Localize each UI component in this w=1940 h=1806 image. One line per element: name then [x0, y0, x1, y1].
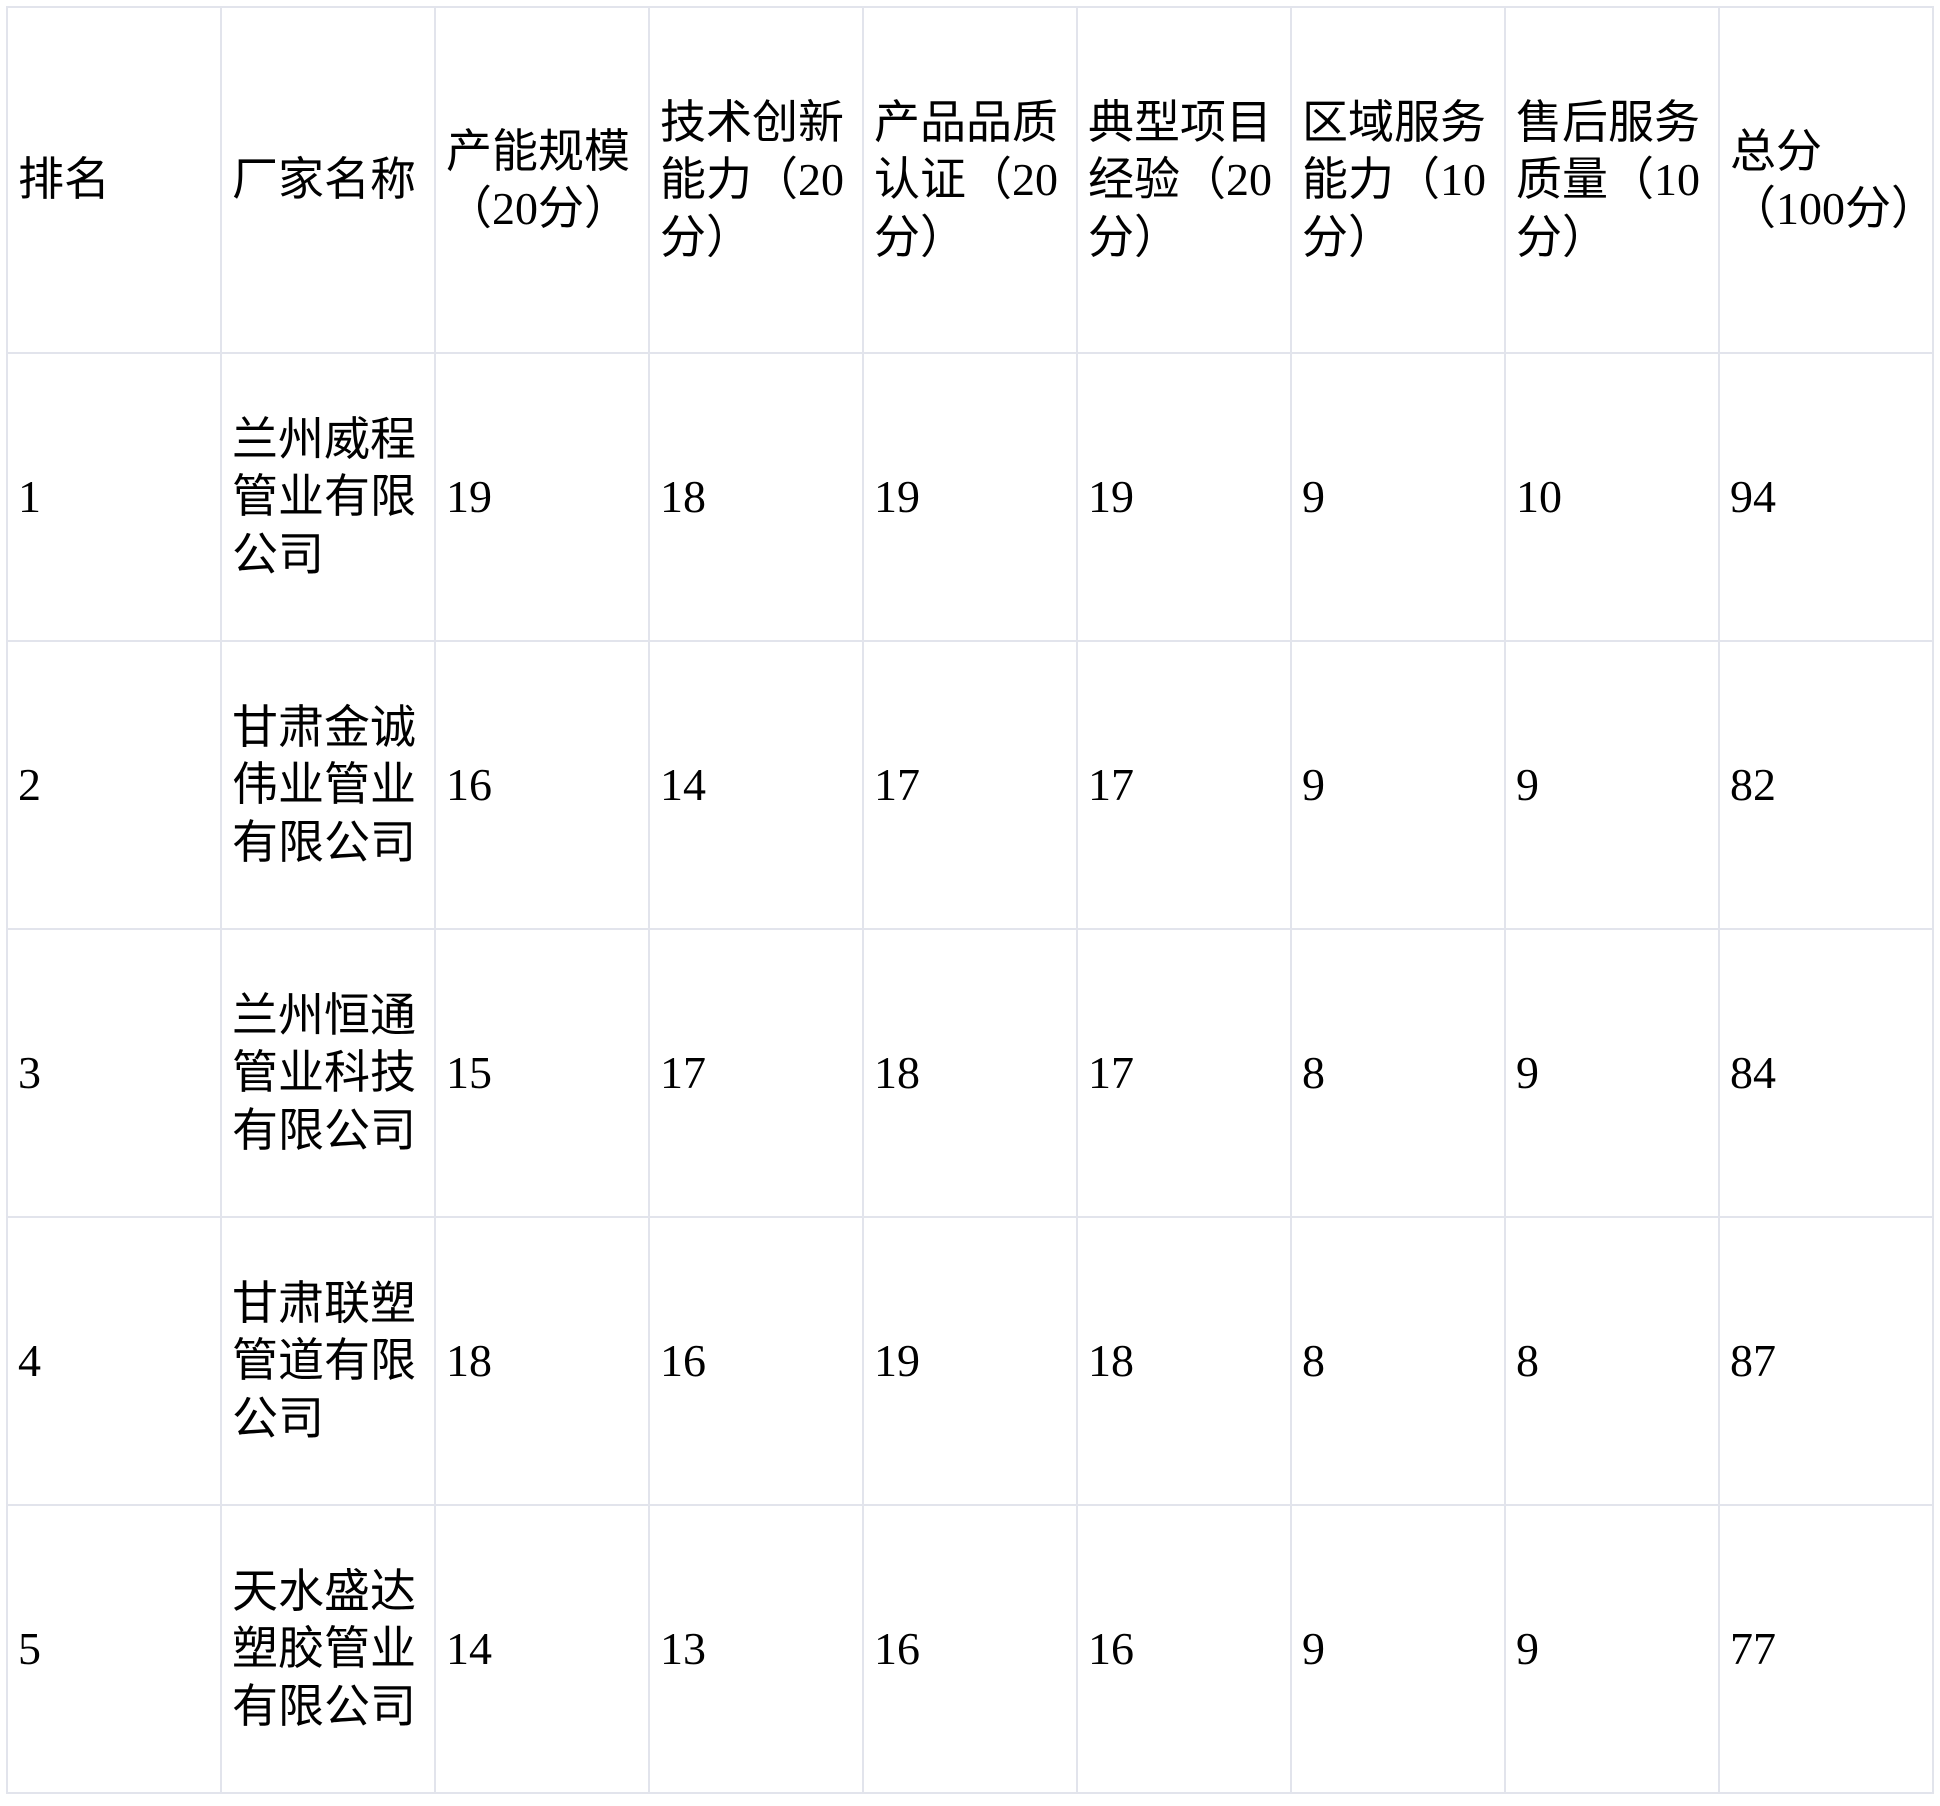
- rank-cell: 3: [6, 928, 222, 1218]
- quality-cert-score-cell: 16: [862, 1504, 1078, 1794]
- total-score-cell: 94: [1718, 352, 1934, 642]
- rank-cell: 2: [6, 640, 222, 930]
- regional-service-score-cell: 8: [1290, 1216, 1506, 1506]
- rank-cell: 5: [6, 1504, 222, 1794]
- project-exp-score-cell: 17: [1076, 640, 1292, 930]
- header-row: 排名 厂家名称 产能规模（20分） 技术创新能力（20分） 产品品质认证（20分…: [6, 6, 1934, 354]
- total-score-cell: 87: [1718, 1216, 1934, 1506]
- quality-cert-score-cell: 19: [862, 352, 1078, 642]
- project-exp-score-cell: 18: [1076, 1216, 1292, 1506]
- quality-cert-score-cell: 17: [862, 640, 1078, 930]
- table-row: 4 甘肃联塑管道有限公司 18 16 19 18 8 8 87: [6, 1216, 1934, 1506]
- innovation-score-cell: 14: [648, 640, 864, 930]
- total-score-cell: 82: [1718, 640, 1934, 930]
- manufacturer-cell: 甘肃金诚伟业管业有限公司: [220, 640, 436, 930]
- quality-cert-score-cell: 18: [862, 928, 1078, 1218]
- after-sales-score-cell: 9: [1504, 928, 1720, 1218]
- table-row: 1 兰州威程管业有限公司 19 18 19 19 9 10 94: [6, 352, 1934, 642]
- table-row: 3 兰州恒通管业科技有限公司 15 17 18 17 8 9 84: [6, 928, 1934, 1218]
- manufacturer-cell: 兰州威程管业有限公司: [220, 352, 436, 642]
- header-after-sales: 售后服务质量（10分）: [1504, 6, 1720, 354]
- total-score-cell: 84: [1718, 928, 1934, 1218]
- after-sales-score-cell: 9: [1504, 1504, 1720, 1794]
- rank-cell: 1: [6, 352, 222, 642]
- header-project-exp: 典型项目经验（20分）: [1076, 6, 1292, 354]
- header-regional-service: 区域服务能力（10分）: [1290, 6, 1506, 354]
- header-quality-cert: 产品品质认证（20分）: [862, 6, 1078, 354]
- manufacturer-cell: 兰州恒通管业科技有限公司: [220, 928, 436, 1218]
- header-innovation: 技术创新能力（20分）: [648, 6, 864, 354]
- manufacturer-cell: 天水盛达塑胶管业有限公司: [220, 1504, 436, 1794]
- regional-service-score-cell: 8: [1290, 928, 1506, 1218]
- innovation-score-cell: 18: [648, 352, 864, 642]
- capacity-score-cell: 19: [434, 352, 650, 642]
- innovation-score-cell: 17: [648, 928, 864, 1218]
- table-row: 5 天水盛达塑胶管业有限公司 14 13 16 16 9 9 77: [6, 1504, 1934, 1794]
- after-sales-score-cell: 10: [1504, 352, 1720, 642]
- supplier-ranking-table: 排名 厂家名称 产能规模（20分） 技术创新能力（20分） 产品品质认证（20分…: [6, 6, 1934, 1794]
- header-manufacturer: 厂家名称: [220, 6, 436, 354]
- rank-cell: 4: [6, 1216, 222, 1506]
- capacity-score-cell: 15: [434, 928, 650, 1218]
- table-row: 2 甘肃金诚伟业管业有限公司 16 14 17 17 9 9 82: [6, 640, 1934, 930]
- capacity-score-cell: 18: [434, 1216, 650, 1506]
- capacity-score-cell: 14: [434, 1504, 650, 1794]
- after-sales-score-cell: 8: [1504, 1216, 1720, 1506]
- project-exp-score-cell: 16: [1076, 1504, 1292, 1794]
- manufacturer-cell: 甘肃联塑管道有限公司: [220, 1216, 436, 1506]
- regional-service-score-cell: 9: [1290, 352, 1506, 642]
- innovation-score-cell: 16: [648, 1216, 864, 1506]
- header-rank: 排名: [6, 6, 222, 354]
- regional-service-score-cell: 9: [1290, 1504, 1506, 1794]
- after-sales-score-cell: 9: [1504, 640, 1720, 930]
- quality-cert-score-cell: 19: [862, 1216, 1078, 1506]
- header-total-score: 总分（100分）: [1718, 6, 1934, 354]
- regional-service-score-cell: 9: [1290, 640, 1506, 930]
- innovation-score-cell: 13: [648, 1504, 864, 1794]
- project-exp-score-cell: 19: [1076, 352, 1292, 642]
- capacity-score-cell: 16: [434, 640, 650, 930]
- total-score-cell: 77: [1718, 1504, 1934, 1794]
- header-capacity: 产能规模（20分）: [434, 6, 650, 354]
- project-exp-score-cell: 17: [1076, 928, 1292, 1218]
